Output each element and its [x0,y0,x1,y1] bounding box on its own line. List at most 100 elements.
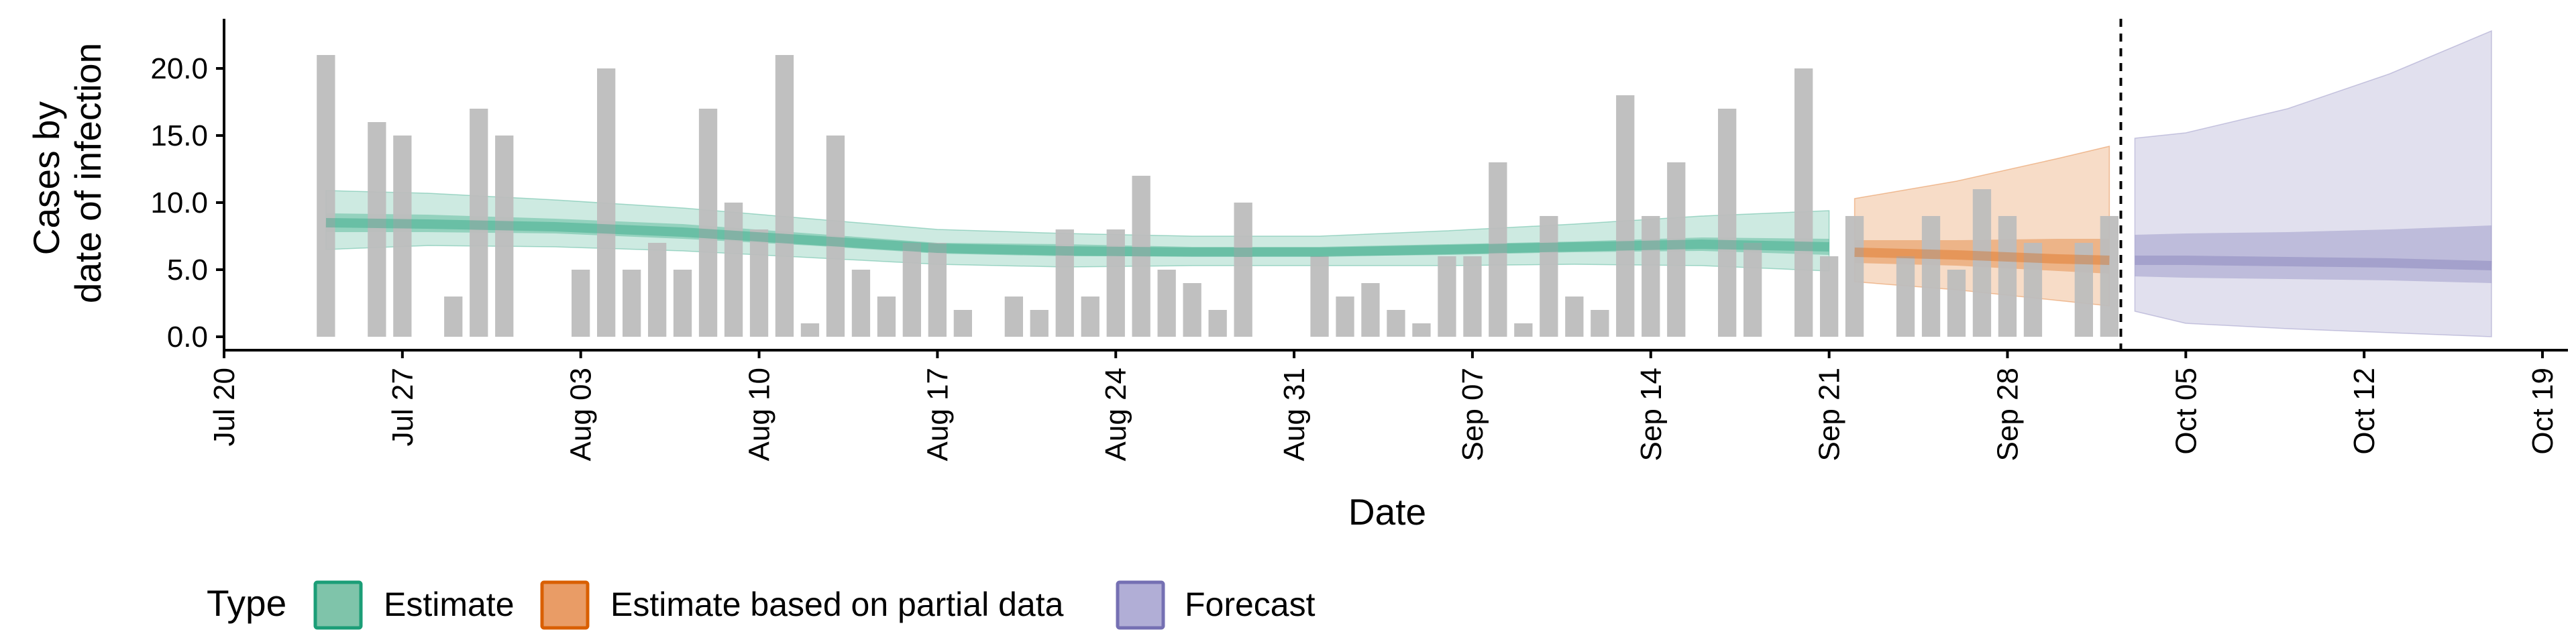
bar [673,270,692,337]
bar [1616,95,1635,337]
median-line-estimate-based-on-partial-data [1854,248,2110,265]
bar [1234,203,1252,337]
bar [1030,310,1049,337]
bar [1794,68,1813,337]
bar [1183,283,1201,337]
bar [1972,189,1992,337]
bar [1208,310,1227,337]
y-axis-title: Cases by date of infection [25,43,109,303]
bar [317,55,335,337]
y-tick-label: 10.0 [150,186,208,219]
median-line-forecast [2135,256,2492,270]
median-layer [325,218,2492,270]
x-tick-label: Aug 10 [743,368,776,461]
legend-title: Type [207,582,286,624]
x-tick-label: Aug 24 [1099,368,1132,461]
bar [1081,297,1099,337]
ribbon-50-estimate [325,213,1829,256]
x-tick-label: Aug 17 [921,368,954,461]
bar [444,297,463,337]
bar [572,270,590,337]
legend-label-partial: Estimate based on partial data [610,586,1064,623]
bar [1845,216,1864,337]
bar [1921,216,1941,337]
x-ticks: Jul 20 Jul 27 Aug 03 Aug 10 Aug 17 Aug 24 Aug … [208,350,2559,461]
y-tick-label: 0.0 [167,321,208,354]
bar [826,136,845,337]
bar [648,243,667,337]
bar [1565,297,1584,337]
axes: 0.0 5.0 10.0 15.0 20.0 Jul 20 Jul 27 Aug 03 Aug… [150,19,2568,461]
legend: Type Estimate Estimate based on partial … [207,580,1316,630]
bar [368,122,386,337]
bar [2074,243,2093,337]
x-tick-label: Sep 28 [1992,368,2025,461]
bar [495,136,514,337]
bar [2100,216,2118,337]
bar [724,203,743,337]
bar [1514,323,1533,337]
median-line-estimate [325,218,1829,257]
bar [1743,243,1762,337]
bar [1361,283,1380,337]
bar [1489,162,1507,337]
ribbon-50-forecast [2135,225,2492,283]
bar [1438,256,1456,337]
x-tick-label: Sep 07 [1456,368,1489,461]
bar [1591,310,1609,337]
x-axis-title: Date [1348,491,1426,533]
bar [1820,256,1839,337]
y-tick-label: 5.0 [167,254,208,286]
bar [1336,297,1354,337]
bar [2023,243,2043,337]
bar [1004,297,1023,337]
x-tick-label: Aug 31 [1278,368,1311,461]
bar [698,109,718,337]
bar [470,109,488,337]
bar [902,243,921,337]
x-tick-label: Jul 20 [208,368,241,446]
bars-layer [317,55,2118,337]
legend-swatch-partial [540,580,590,630]
legend-swatch-estimate [313,580,363,630]
bar [1896,256,1915,337]
legend-label-forecast: Forecast [1185,586,1316,623]
bar [775,55,794,337]
bar [1463,256,1482,337]
bar [1667,162,1686,337]
x-tick-label: Oct 12 [2348,368,2381,455]
x-tick-label: Jul 27 [386,368,419,446]
bar [851,270,871,337]
bar [1540,216,1558,337]
bar [1998,216,2017,337]
bar [1132,176,1150,337]
y-tick-label: 20.0 [150,52,208,85]
legend-swatch-forecast [1116,580,1165,630]
y-tick-label: 15.0 [150,119,208,152]
bar [1642,216,1660,337]
bar [1718,109,1737,337]
bar [928,243,947,337]
bar [623,270,641,337]
bar [749,229,769,337]
legend-label-estimate: Estimate [384,586,515,623]
bar [1157,270,1176,337]
x-tick-label: Oct 19 [2526,368,2559,455]
bar [393,136,412,337]
x-tick-label: Oct 05 [2169,368,2202,455]
x-tick-label: Sep 21 [1813,368,1846,461]
x-tick-label: Aug 03 [565,368,598,461]
bar [1055,229,1074,337]
bar [800,323,820,337]
bar [1310,256,1329,337]
bar [597,68,616,337]
bar [1947,270,1966,337]
bar [953,310,972,337]
bar [877,297,896,337]
bar [1106,229,1125,337]
y-ticks: 0.0 5.0 10.0 15.0 20.0 [150,52,224,354]
bar [1412,323,1431,337]
ribbon-90-forecast [2134,30,2492,337]
x-tick-label: Sep 14 [1635,368,1668,461]
